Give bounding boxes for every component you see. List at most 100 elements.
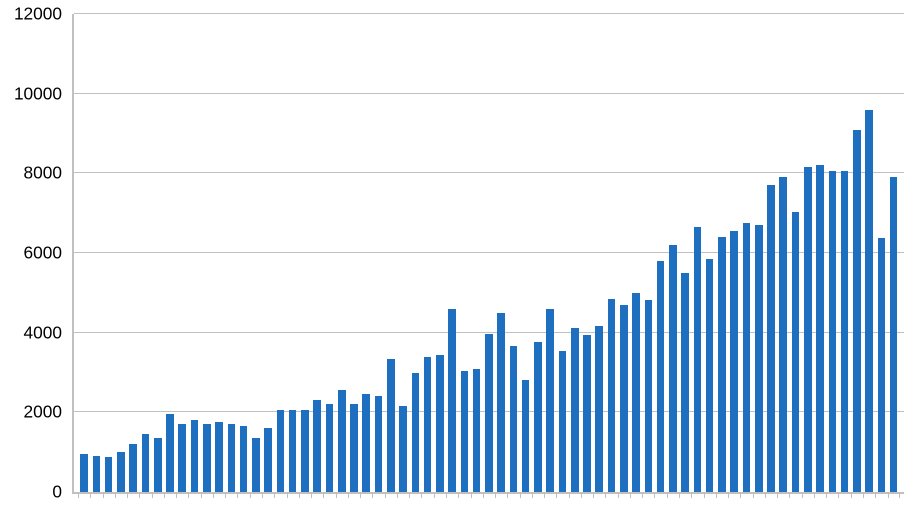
x-tick [458,492,470,498]
y-tick-label: 2000 [24,404,62,421]
bar-slot [483,14,495,492]
bar-slot [139,14,151,492]
bar-slot [397,14,409,492]
bar-slot [814,14,826,492]
bar-slot [605,14,617,492]
bar [485,334,493,492]
bar [117,452,125,492]
bar [657,261,665,492]
bar [289,410,297,492]
bar [890,177,898,492]
bar-slot [777,14,789,492]
bar [694,227,702,492]
bar [583,335,591,492]
x-tick [483,492,495,498]
x-tick [152,492,164,498]
bar [228,424,236,492]
bar [718,237,726,492]
bar-slot [618,14,630,492]
x-tick [90,492,102,498]
bar-slot [311,14,323,492]
bar-slot [348,14,360,492]
bar [399,406,407,492]
bar [412,373,420,493]
bar [620,305,628,492]
bar [841,171,849,492]
x-tick [78,492,90,498]
x-tick [888,492,900,498]
bar-slot [458,14,470,492]
bar-slot [434,14,446,492]
x-tick [115,492,127,498]
x-tick [409,492,421,498]
bar [240,426,248,492]
x-tick [863,492,875,498]
bar-slot [188,14,200,492]
bar-slot [495,14,507,492]
bar [166,414,174,492]
bar-slot [372,14,384,492]
plot-area [72,14,904,494]
bar [608,299,616,492]
bar [387,359,395,492]
bar [767,185,775,492]
y-tick-label: 10000 [14,85,62,102]
bar [816,165,824,492]
x-tick [765,492,777,498]
bar [313,400,321,492]
bar [436,355,444,492]
x-tick [188,492,200,498]
x-tick [213,492,225,498]
bar [645,300,653,492]
x-tick [654,492,666,498]
x-tick [716,492,728,498]
bar-slot [630,14,642,492]
bar-slot [654,14,666,492]
y-tick-label: 8000 [24,165,62,182]
bar-slot [875,14,887,492]
bar [178,424,186,492]
x-tick [201,492,213,498]
x-tick [274,492,286,498]
bar [326,404,334,492]
bar [804,167,812,492]
bar [497,313,505,492]
bar [448,309,456,492]
x-tick [838,492,850,498]
bar [632,293,640,492]
bar [546,309,554,492]
bar [522,380,530,492]
x-tick [630,492,642,498]
bar-chart: 020004000600080001000012000 [0,0,918,521]
bar-slot [863,14,875,492]
y-tick-label: 6000 [24,244,62,261]
bar-slot [704,14,716,492]
x-tick [164,492,176,498]
bar [93,456,101,492]
x-tick [814,492,826,498]
bar-slot [274,14,286,492]
bar-slot [421,14,433,492]
bar [338,390,346,492]
x-tick [287,492,299,498]
bar [510,346,518,492]
bar-slot [360,14,372,492]
x-tick [642,492,654,498]
bar [277,410,285,492]
x-tick [581,492,593,498]
x-tick [507,492,519,498]
bar-slot [888,14,900,492]
bar [779,177,787,492]
x-tick [103,492,115,498]
x-tick [127,492,139,498]
y-tick-label: 12000 [14,5,62,22]
bar [878,238,886,492]
bar-slot [544,14,556,492]
x-tick [753,492,765,498]
x-tick [569,492,581,498]
bar-slot [409,14,421,492]
bar-slot [532,14,544,492]
y-tick-label: 0 [52,483,62,500]
x-tick [605,492,617,498]
bar [215,422,223,492]
